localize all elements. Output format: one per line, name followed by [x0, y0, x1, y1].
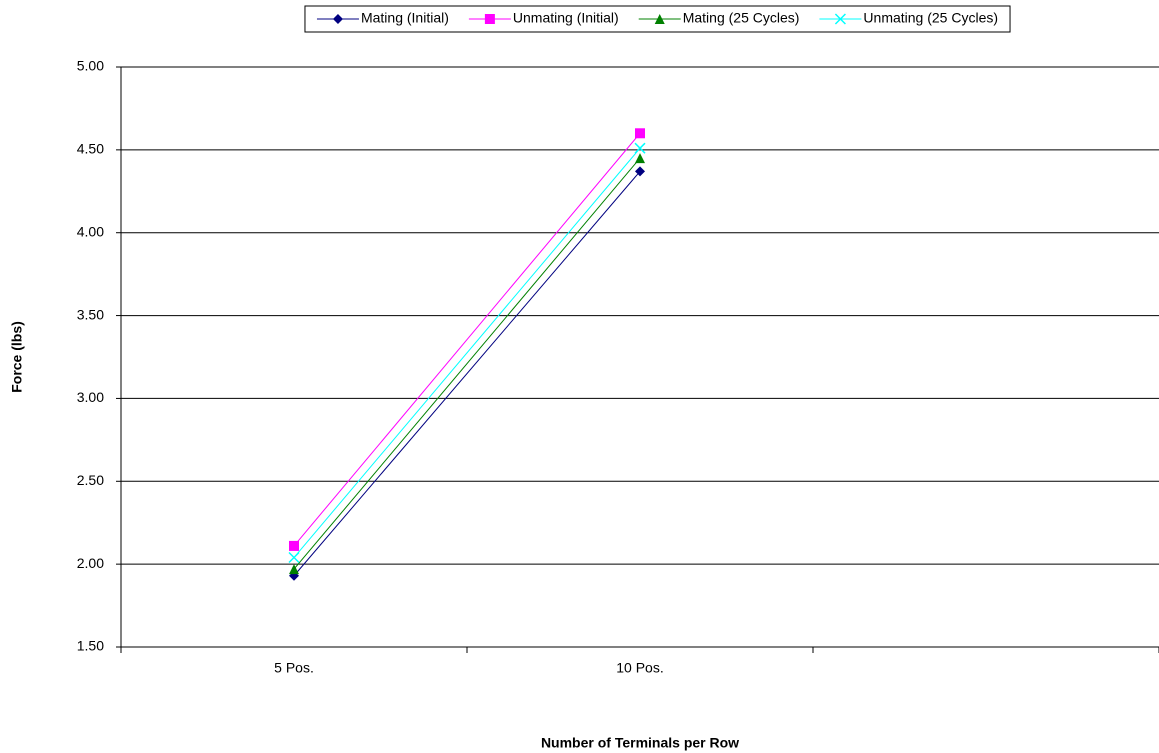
legend: Mating (Initial) Unmating (Initial) Mating… [304, 5, 1011, 33]
y-tick-label: 4.00 [77, 223, 104, 239]
y-tick-label: 3.00 [77, 389, 104, 405]
marker [289, 564, 299, 575]
x-tick-label: 10 Pos. [616, 660, 663, 676]
y-tick-label: 4.50 [77, 141, 104, 157]
series-line [293, 147, 641, 558]
legend-label: Mating (25 Cycles) [683, 10, 800, 26]
legend-label: Unmating (25 Cycles) [863, 10, 998, 26]
x-tick-label: 5 Pos. [274, 660, 314, 676]
marker [635, 128, 645, 139]
y-axis-title: Force (lbs) [9, 321, 25, 393]
y-tick-label: 2.00 [77, 555, 104, 571]
marker [332, 14, 343, 24]
marker [289, 540, 299, 551]
marker [635, 153, 645, 164]
y-tick-label: 3.50 [77, 306, 104, 322]
marker [654, 14, 665, 24]
marker [288, 551, 300, 564]
series-line [293, 171, 641, 577]
marker [635, 166, 645, 177]
series-line [293, 132, 641, 547]
x-axis-title: Number of Terminals per Row [541, 735, 739, 751]
series-line [293, 157, 641, 570]
y-tick-label: 5.00 [77, 58, 104, 74]
marker [834, 13, 846, 25]
legend-label: Unmating (Initial) [513, 10, 619, 26]
marker [484, 14, 495, 24]
y-tick-label: 1.50 [77, 638, 104, 654]
y-tick-label: 2.50 [77, 472, 104, 488]
marker [634, 142, 646, 154]
legend-label: Mating (Initial) [361, 10, 449, 26]
